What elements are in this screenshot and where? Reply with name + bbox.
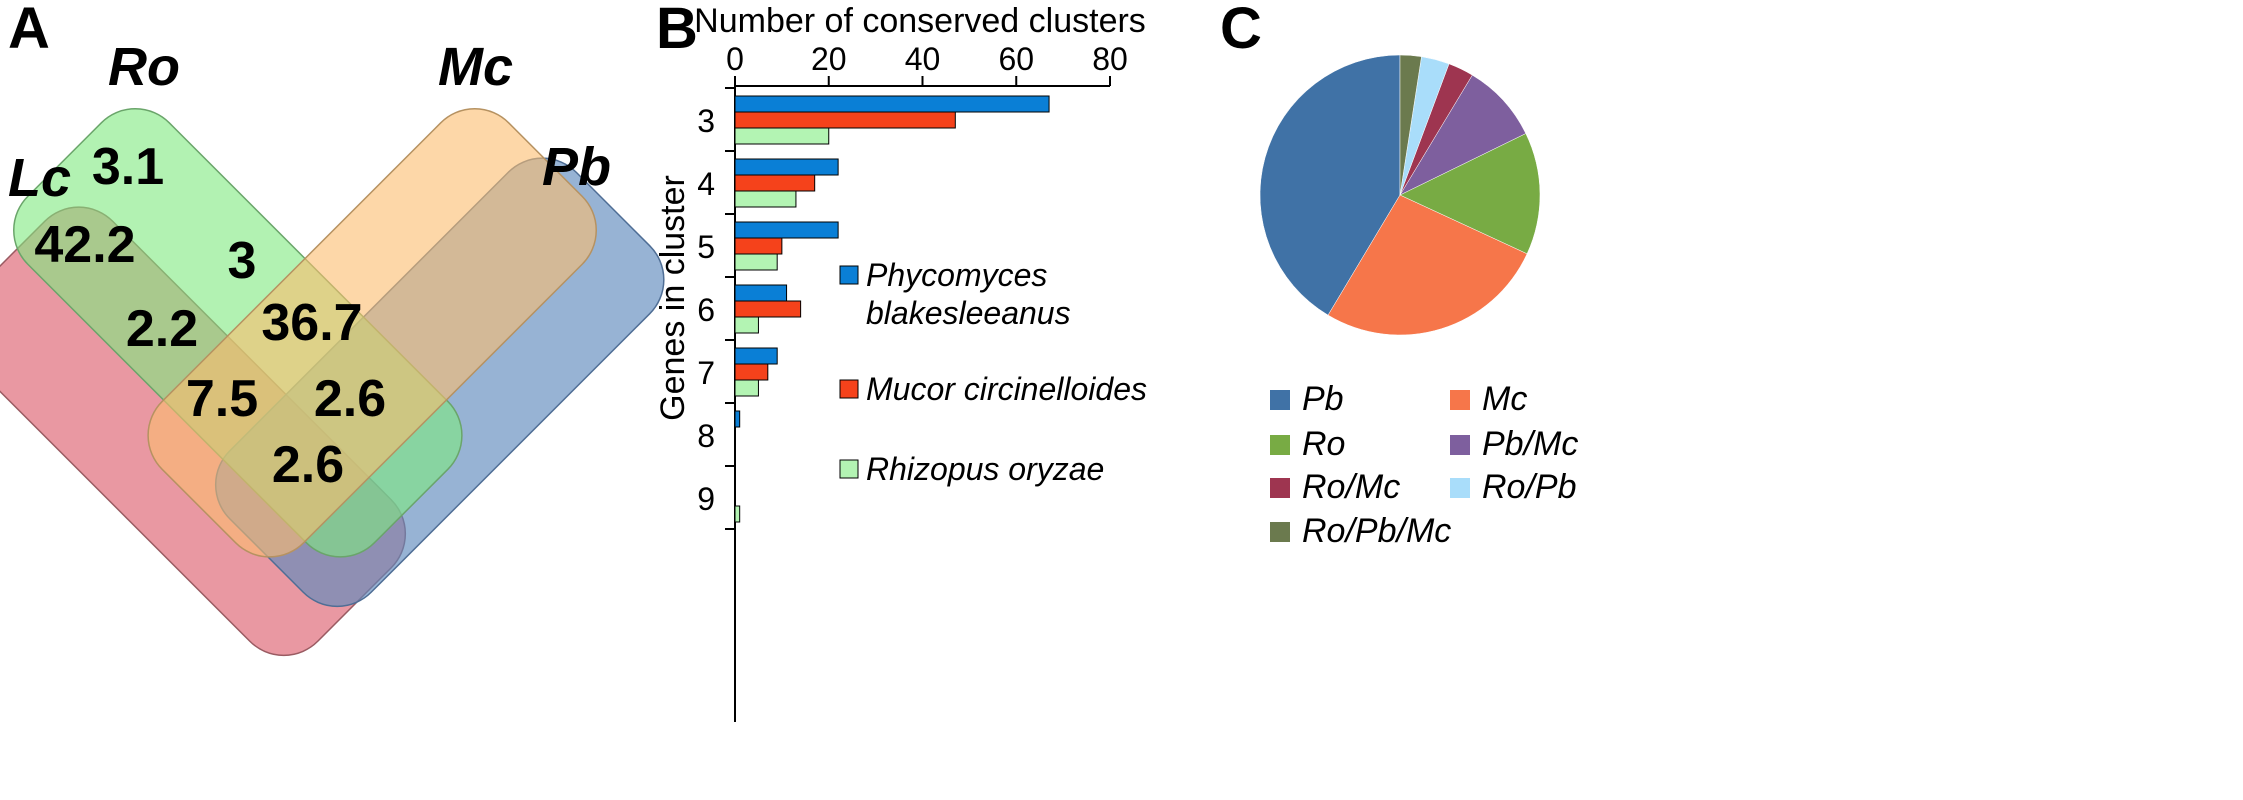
pie-legend-swatch [1450, 478, 1470, 498]
y-tick-label: 8 [697, 418, 715, 454]
pie-chart [1259, 54, 1541, 336]
venn-region-value: 42.2 [34, 216, 135, 274]
x-tick-label: 60 [998, 41, 1034, 77]
bar [734, 158, 839, 176]
venn-set-mc [147, 108, 597, 558]
venn-label-ro: Ro [108, 37, 180, 97]
x-tick-label: 20 [811, 41, 847, 77]
pie-slice [1259, 54, 1401, 316]
panel-label-c: C [1220, 0, 1262, 61]
pie-legend-label: Ro/Pb/Mc [1302, 512, 1451, 550]
bar [734, 363, 769, 381]
y-tick-label: 9 [697, 481, 715, 517]
pie-legend-label: Ro [1302, 425, 1345, 463]
pie-legend-label: Mc [1482, 380, 1527, 418]
y-tick-label: 3 [697, 103, 715, 139]
venn-region-value: 7.5 [186, 370, 258, 428]
bar [734, 174, 816, 192]
legend-label: Rhizopus oryzae [866, 451, 1104, 487]
pie-slice [1399, 133, 1541, 255]
venn-region-value: 2.2 [126, 300, 198, 358]
venn-diagram [0, 108, 665, 657]
pie-legend-swatch [1270, 478, 1290, 498]
legend-label: blakesleeanus [866, 295, 1071, 331]
pie-legend-swatch [1270, 435, 1290, 455]
pie-legend-label: Ro/Pb [1482, 468, 1577, 506]
venn-label-lc: Lc [8, 148, 71, 208]
x-tick-label: 0 [726, 41, 744, 77]
bar [734, 284, 788, 302]
legend-swatch [839, 265, 859, 285]
pie-legend-swatch [1450, 435, 1470, 455]
x-tick-label: 40 [905, 41, 941, 77]
legend-label: Mucor circinelloides [866, 371, 1147, 407]
pie-slice [1399, 74, 1527, 196]
y-axis-title: Genes in cluster [654, 175, 692, 421]
pie-legend-swatch [1270, 390, 1290, 410]
legend-swatch [839, 459, 859, 479]
bar [734, 505, 741, 523]
y-tick-label: 7 [697, 355, 715, 391]
x-axis-title: Number of conserved clusters [694, 2, 1146, 40]
bar [734, 190, 797, 208]
bar [734, 300, 802, 318]
venn-region-value: 3 [228, 232, 257, 290]
bar [734, 410, 741, 428]
pie-slice [1399, 54, 1422, 196]
bar [734, 347, 778, 365]
pie-legend-label: Pb/Mc [1482, 425, 1578, 463]
y-tick-label: 6 [697, 292, 715, 328]
pie-legend-swatch [1450, 390, 1470, 410]
panel-label-a: A [8, 0, 50, 61]
pie-legend-label: Pb [1302, 380, 1344, 418]
bar [734, 95, 1050, 113]
venn-region-value: 2.6 [314, 370, 386, 428]
bar [734, 221, 839, 239]
pie-slice [1327, 194, 1528, 336]
venn-region-value: 2.6 [272, 436, 344, 494]
bar [734, 111, 956, 129]
pie-legend-label: Ro/Mc [1302, 468, 1400, 506]
bar [734, 316, 759, 334]
venn-region-value: 3.1 [92, 138, 164, 196]
bar [734, 127, 830, 145]
x-tick-label: 80 [1092, 41, 1128, 77]
y-tick-label: 5 [697, 229, 715, 265]
pie-legend: Pb Mc Ro Pb/Mc Ro/Mc Ro/Pb Ro/Pb/Mc [1270, 380, 1578, 550]
pie-legend-swatch [1270, 522, 1290, 542]
legend-swatch [839, 379, 859, 399]
bar [734, 253, 778, 271]
venn-label-mc: Mc [438, 37, 513, 97]
legend-label: Phycomyces [866, 257, 1047, 293]
panel-label-b: B [656, 0, 698, 61]
venn-region-value: 36.7 [261, 294, 362, 352]
venn-label-pb: Pb [542, 137, 611, 197]
venn-region-values: 42.23.132.2 36.77.5 2.62.6 [34, 138, 386, 494]
y-tick-label: 4 [697, 166, 715, 202]
bar [734, 379, 759, 397]
bar [734, 237, 783, 255]
